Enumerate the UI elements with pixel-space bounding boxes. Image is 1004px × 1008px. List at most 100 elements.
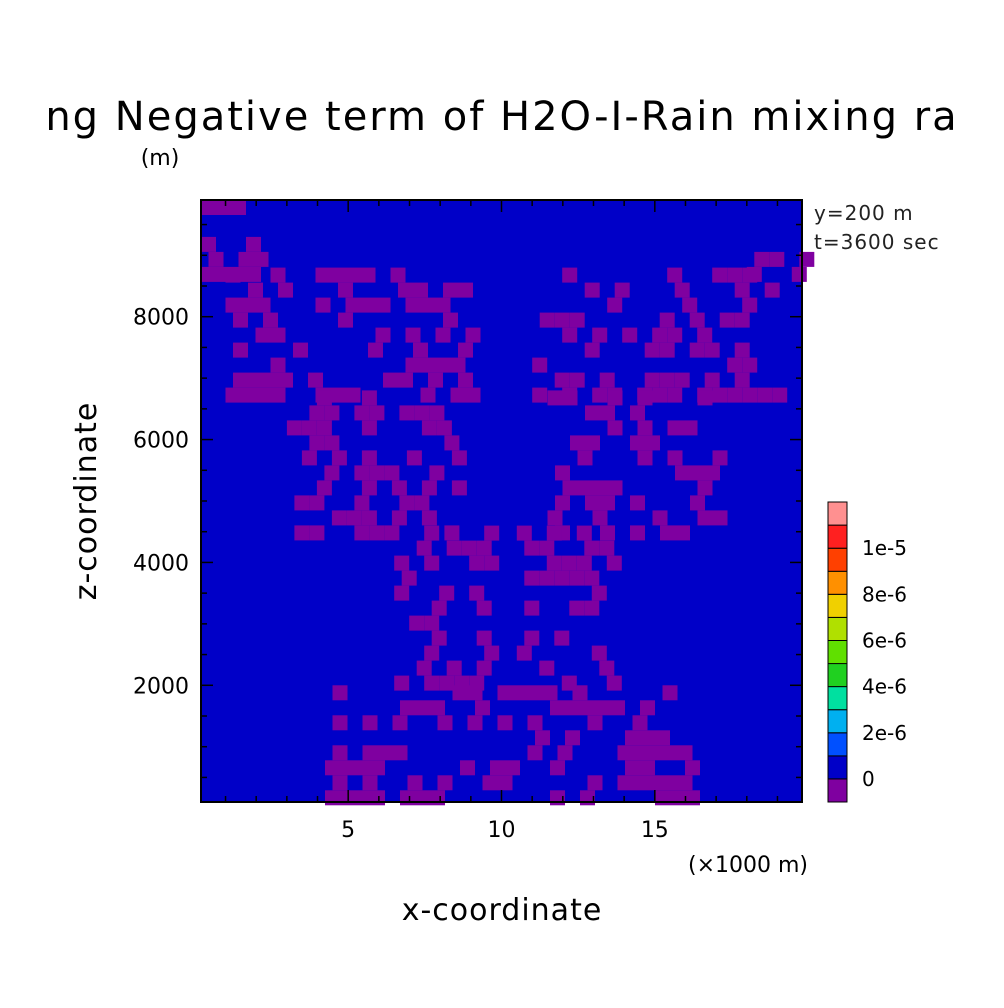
negative-cell <box>286 420 302 436</box>
negative-cell <box>539 570 555 586</box>
negative-cell <box>469 585 485 601</box>
negative-cell <box>585 435 600 451</box>
negative-cell <box>497 775 513 791</box>
negative-cell <box>346 510 362 526</box>
negative-cell <box>294 495 310 511</box>
negative-cell <box>435 297 451 313</box>
negative-cell <box>632 775 648 791</box>
annotation-y: y=200 m <box>814 201 914 225</box>
negative-cell <box>400 700 415 716</box>
colorbar-segment <box>827 593 848 618</box>
negative-cell <box>677 745 693 761</box>
negative-cell <box>637 420 653 436</box>
negative-cell <box>458 282 473 298</box>
negative-cell <box>430 790 445 806</box>
negative-cell <box>764 282 780 298</box>
negative-region <box>516 525 622 691</box>
negative-cell <box>309 405 325 421</box>
negative-cell <box>345 267 361 283</box>
negative-cell <box>599 540 615 556</box>
negative-cell <box>354 465 370 481</box>
negative-cell <box>516 525 532 541</box>
negative-cell <box>248 372 263 388</box>
negative-cell <box>301 420 317 436</box>
negative-cell <box>476 660 492 676</box>
y-axis-label: z-coordinate <box>69 402 104 601</box>
x-ticks: 5 10 15 <box>224 200 779 843</box>
negative-cell <box>451 450 467 466</box>
negative-cell <box>677 775 693 791</box>
negative-cell <box>446 660 462 676</box>
negative-cell <box>345 387 361 403</box>
negative-cell <box>587 775 603 791</box>
negative-cell <box>216 200 231 215</box>
negative-cell <box>690 465 705 481</box>
negative-cell <box>799 251 815 267</box>
negative-cell <box>370 790 385 806</box>
y-ticks: 2000 4000 6000 8000 <box>133 223 802 779</box>
negative-cell <box>369 405 385 421</box>
negative-cell <box>610 700 625 716</box>
negative-cell <box>255 297 271 313</box>
negative-cell <box>595 700 610 716</box>
negative-cell <box>437 715 453 731</box>
negative-cell <box>606 675 622 691</box>
negative-cell <box>555 495 570 511</box>
colorbar-segment <box>827 663 848 688</box>
negative-cell <box>607 390 623 406</box>
negative-cell <box>450 387 466 403</box>
negative-cell <box>655 790 670 806</box>
x-axis-label: x-coordinate <box>402 893 603 928</box>
plot-area <box>200 199 815 806</box>
y-tick-label: 4000 <box>133 551 189 576</box>
negative-cell <box>431 600 447 616</box>
negative-cell <box>399 405 415 421</box>
negative-cell <box>225 387 241 403</box>
negative-cell <box>640 760 655 776</box>
negative-cell <box>712 450 728 466</box>
negative-cell <box>539 660 555 676</box>
negative-cell <box>405 297 421 313</box>
negative-cell <box>569 372 585 388</box>
negative-cell <box>316 420 332 436</box>
negative-cell <box>497 685 513 701</box>
negative-cell <box>420 297 436 313</box>
negative-cell <box>255 327 271 343</box>
negative-cell <box>547 390 563 406</box>
negative-cell <box>309 435 325 451</box>
negative-cell <box>606 555 622 571</box>
negative-cell <box>391 510 407 526</box>
negative-cell <box>524 600 540 616</box>
negative-cell <box>361 420 377 436</box>
negative-cell <box>430 700 445 716</box>
negative-cell <box>361 480 377 496</box>
negative-cell <box>324 405 340 421</box>
negative-cell <box>482 775 498 791</box>
negative-cell <box>233 372 248 388</box>
negative-cell <box>591 585 607 601</box>
negative-cell <box>625 760 640 776</box>
negative-cell <box>704 372 720 388</box>
negative-cell <box>469 555 485 571</box>
negative-cell <box>248 282 263 298</box>
negative-cell <box>270 327 286 343</box>
negative-region <box>746 251 815 282</box>
negative-cell <box>600 495 615 511</box>
negative-cell <box>308 372 323 388</box>
negative-cell <box>505 760 520 776</box>
negative-cell <box>394 555 410 571</box>
negative-cell <box>527 745 543 761</box>
negative-cell <box>682 420 698 436</box>
negative-region <box>325 685 700 806</box>
negative-cell <box>414 495 430 511</box>
x-unit-label: (×1000 m) <box>688 853 808 878</box>
negative-cell <box>293 342 308 358</box>
negative-cell <box>757 387 773 403</box>
colorbar: 0 2e-6 4e-6 6e-6 8e-6 1e-5 <box>827 501 907 803</box>
negative-cell <box>569 570 585 586</box>
negative-cell <box>424 675 440 691</box>
negative-cell <box>369 525 385 541</box>
negative-cell <box>712 267 728 283</box>
negative-cell <box>497 715 513 731</box>
negative-cell <box>392 745 408 761</box>
